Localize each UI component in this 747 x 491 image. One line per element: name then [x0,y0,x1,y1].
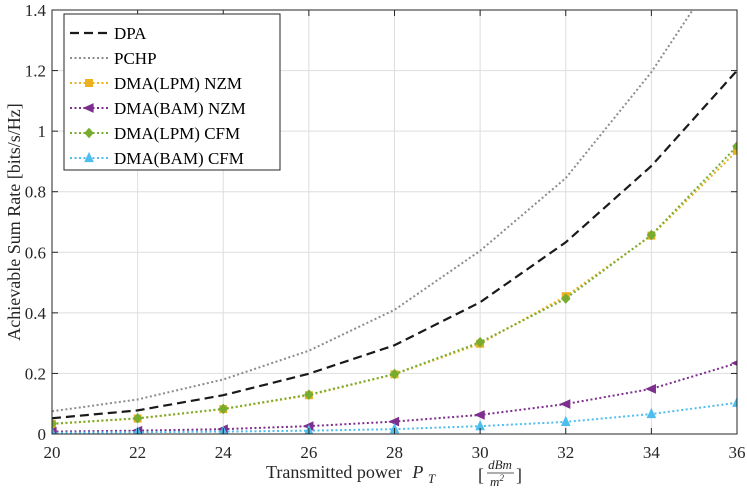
series-line [52,10,694,413]
x-tick-label: 22 [129,443,146,462]
y-tick-label: 0.4 [25,304,47,323]
data-point [52,426,56,434]
series-line [52,69,737,420]
data-point [646,229,657,241]
data-point [560,415,571,426]
x-axis-label-text: Transmitted power [266,462,402,482]
data-point [132,412,143,424]
legend-entry-label: DMA(BAM) NZM [114,99,246,118]
legend-marker [84,127,94,139]
y-tick-label: 0.2 [25,364,46,383]
data-point [52,418,57,430]
x-tick-label: 26 [300,443,317,462]
legend-entry-label: DMA(BAM) CFM [114,149,244,168]
y-tick-label: 0 [38,425,47,444]
y-tick-label: 1.4 [25,1,47,20]
data-point [473,410,485,420]
series-dpa [52,69,737,420]
legend-marker [84,151,94,163]
data-point [304,389,314,400]
y-axis-label: Achievable Sum Rate [bits/s/Hz] [4,103,24,340]
data-point [733,146,737,155]
x-tick-label: 34 [643,443,661,462]
x-axis-symbol: P [411,462,423,482]
x-tick-label: 30 [472,443,489,462]
data-point [389,368,400,380]
series-pchp [52,10,694,413]
legend: DPA PCHP DMA(LPM) NZM DMA(BAM) NZM DMA(LPM) … [63,13,281,171]
data-point [388,416,400,427]
data-point [561,293,571,304]
data-point [732,396,737,407]
x-axis-label: Transmitted power P T [ dBm m2 ] [266,457,522,489]
data-point [218,403,228,415]
x-tick-label: 32 [557,443,574,462]
legend-marker [85,79,94,88]
data-point [732,140,737,152]
svg-text:Transmitted power P: Transmitted power P T [266,462,436,486]
y-tick-label: 0.6 [25,243,46,262]
data-point [475,336,485,348]
data-point [645,384,656,394]
ticks: 20 22 24 26 28 30 32 34 36 0 0.2 0.4 0.6 0.8 1 1.2 1.4 [25,1,746,462]
legend-box [63,13,281,171]
data-point [646,407,657,419]
x-axis-unit-numerator: dBm [488,457,512,472]
legend-entry-label: PCHP [114,49,157,68]
y-tick-label: 1.2 [25,62,46,81]
legend-marker [82,103,94,113]
series-dma-lpm-cfm [52,140,737,430]
x-tick-label: 24 [215,443,233,462]
x-tick-label: 20 [44,443,61,462]
y-tick-label: 0.8 [25,183,46,202]
data-point [559,399,571,409]
x-axis-bracket-right: ] [516,465,522,485]
x-axis-unit-denominator: m2 [490,473,504,489]
x-tick-label: 28 [386,443,403,462]
x-axis-subscript: T [428,471,436,486]
x-axis-bracket-left: [ [478,465,484,485]
legend-entry-label: DPA [114,24,147,43]
legend-entry-label: DMA(LPM) CFM [114,124,240,143]
legend-entry-label: DMA(LPM) NZM [114,74,242,93]
x-tick-label: 36 [729,443,746,462]
y-tick-label: 1 [38,122,47,141]
